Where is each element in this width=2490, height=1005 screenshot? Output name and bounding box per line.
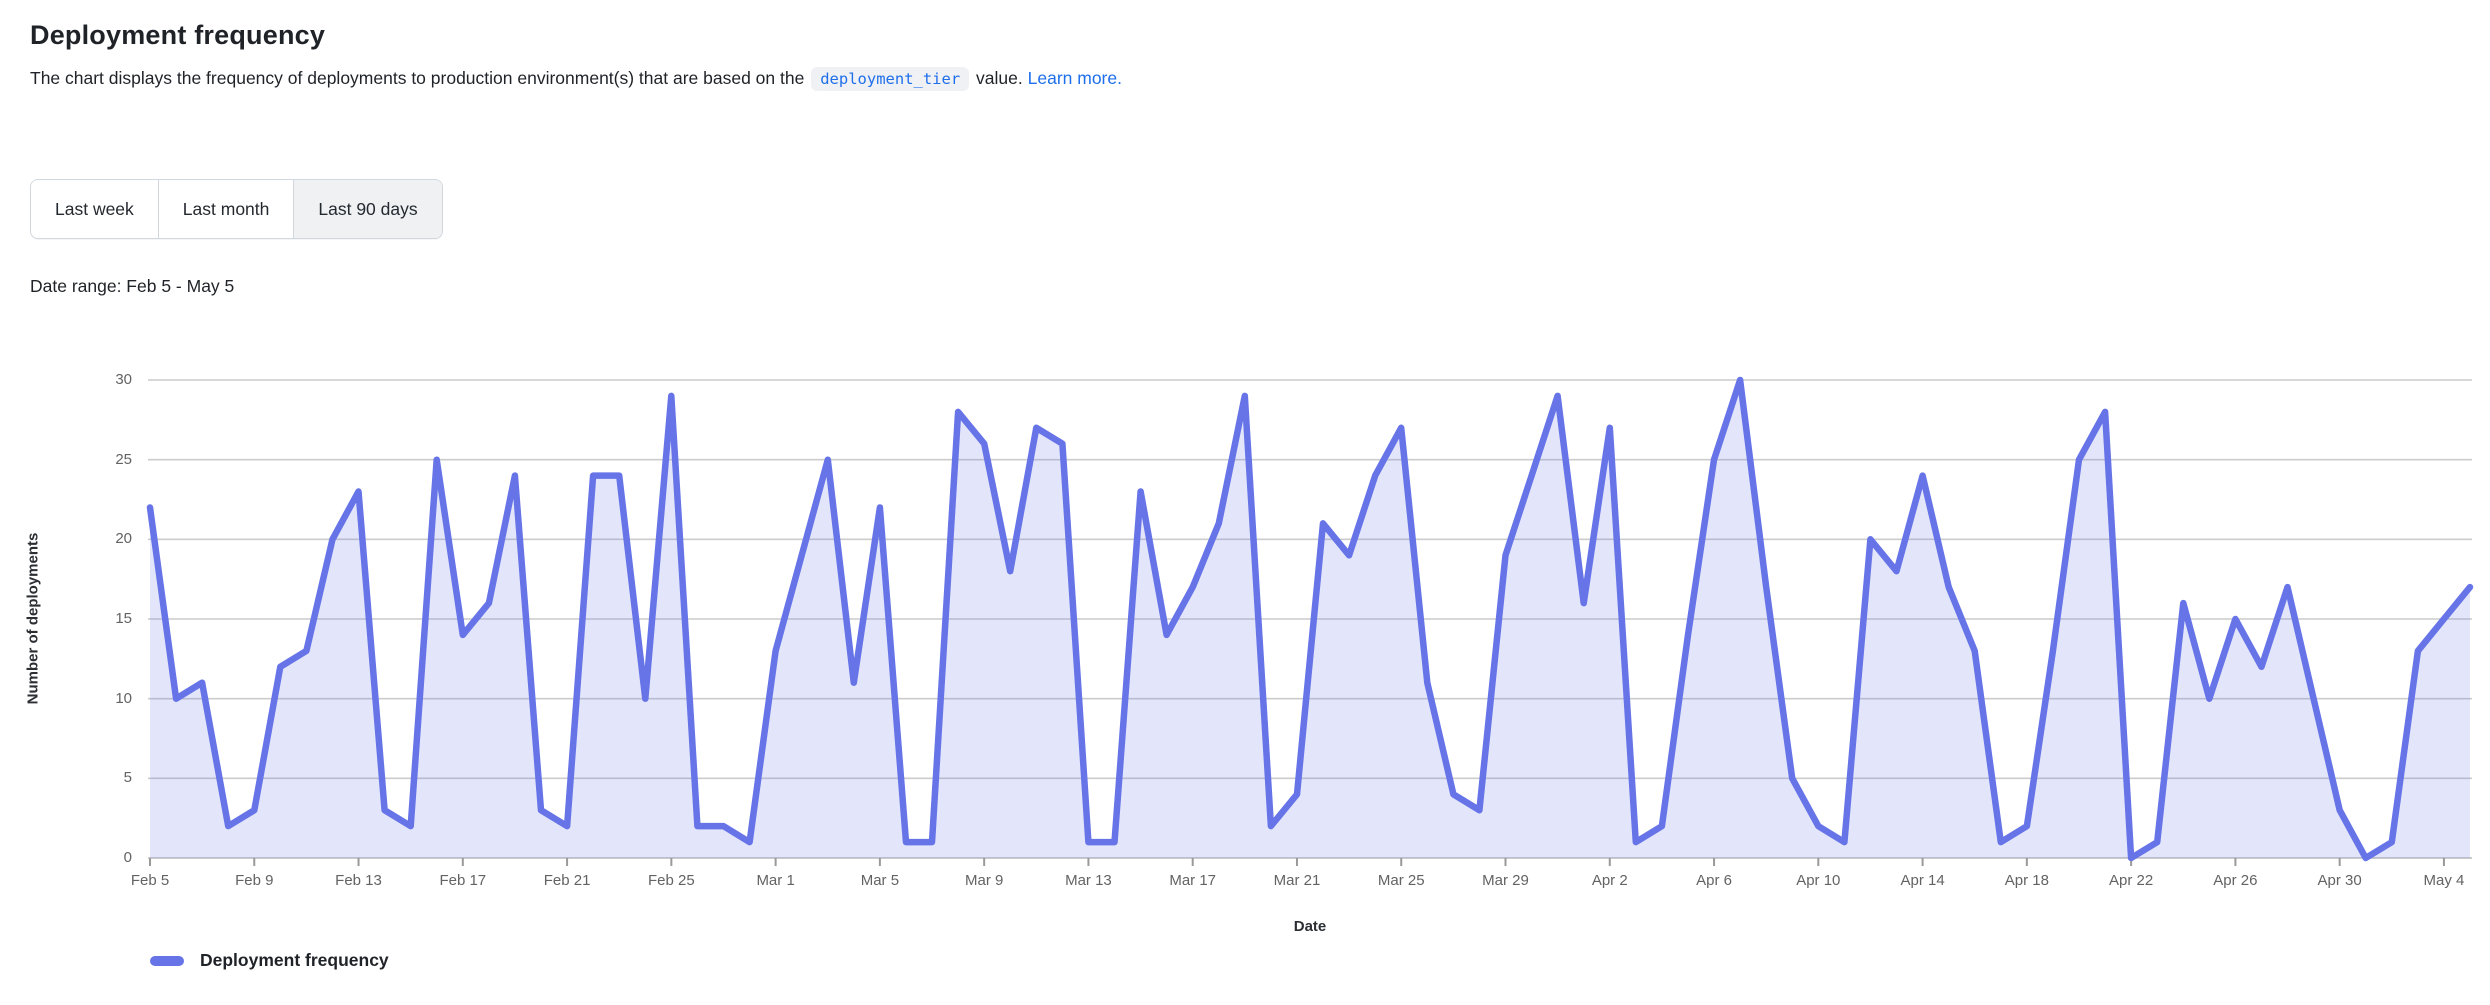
deployment-frequency-line <box>146 376 2474 862</box>
deployment-frequency-area-fill <box>150 380 2470 858</box>
y-axis-tick-label-30: 30 <box>115 371 132 388</box>
x-axis-tick-label-apr-14: Apr 14 <box>1900 872 1945 889</box>
legend-label: Deployment frequency <box>200 950 389 970</box>
x-axis-tick-label-apr-6: Apr 6 <box>1696 872 1732 889</box>
y-axis-tick-label-5: 5 <box>123 769 132 787</box>
time-range-button-last-week[interactable]: Last week <box>31 180 158 238</box>
x-axis-tick-label-feb-17: Feb 17 <box>439 872 487 889</box>
y-axis-tick-label-0: 0 <box>123 849 132 866</box>
x-axis-tick-label-mar-13: Mar 13 <box>1065 872 1112 889</box>
x-axis-tick-label-apr-2: Apr 2 <box>1591 872 1628 889</box>
time-range-button-group: Last week Last month Last 90 days <box>30 179 443 239</box>
x-axis-tick-label-mar-9: Mar 9 <box>964 872 1004 889</box>
x-axis-tick-label-apr-22: Apr 22 <box>2109 872 2154 889</box>
time-range-button-last-month[interactable]: Last month <box>157 180 294 238</box>
x-axis-tick-label-feb-21: Feb 21 <box>543 872 591 889</box>
x-axis-tick-label-apr-18: Apr 18 <box>2004 872 2049 889</box>
y-axis-tick-label-15: 15 <box>115 610 132 627</box>
x-axis-tick-label-mar-29: Mar 29 <box>1482 872 1529 889</box>
legend-line-swatch-icon <box>150 955 184 966</box>
chart-description: The chart displays the frequency of depl… <box>30 67 1122 91</box>
x-axis-tick-label-mar-17: Mar 17 <box>1169 872 1217 889</box>
chart-legend: Deployment frequency <box>150 950 389 971</box>
y-axis-tick-label-25: 25 <box>115 450 132 468</box>
x-axis-tick-label-apr-26: Apr 26 <box>2213 872 2258 889</box>
x-axis-tick-label-feb-5: Feb 5 <box>130 872 170 889</box>
x-axis-tick-label-mar-1: Mar 1 <box>756 872 795 889</box>
y-axis-tick-label-10: 10 <box>115 689 132 707</box>
x-axis-tick-label-feb-9: Feb 9 <box>235 872 274 889</box>
x-axis-tick-label-apr-30: Apr 30 <box>2317 872 2362 889</box>
deployment-tier-code-chip: deployment_tier <box>811 67 970 91</box>
page-title: Deployment frequency <box>30 20 326 50</box>
learn-more-link[interactable]: Learn more. <box>1027 68 1122 88</box>
date-range-label: Date range: Feb 5 - May 5 <box>30 276 235 296</box>
x-axis-tick-label-mar-25: Mar 25 <box>1377 872 1425 889</box>
x-axis-tick-label-may-4: May 4 <box>2423 872 2465 889</box>
x-axis-tick-label-mar-21: Mar 21 <box>1273 872 1321 889</box>
description-text-mid: value. <box>971 68 1028 88</box>
x-axis-tick-label-feb-25: Feb 25 <box>647 872 695 889</box>
x-axis-tick-label-mar-5: Mar 5 <box>860 872 900 889</box>
y-axis-tick-label-20: 20 <box>115 530 132 548</box>
time-range-button-last-90-days[interactable]: Last 90 days <box>293 180 442 238</box>
x-axis-tick-label-apr-10: Apr 10 <box>1796 872 1841 889</box>
description-text-prefix: The chart displays the frequency of depl… <box>30 68 810 88</box>
x-axis-title: Date <box>1293 918 1327 935</box>
x-axis-tick-label-feb-13: Feb 13 <box>335 872 382 889</box>
